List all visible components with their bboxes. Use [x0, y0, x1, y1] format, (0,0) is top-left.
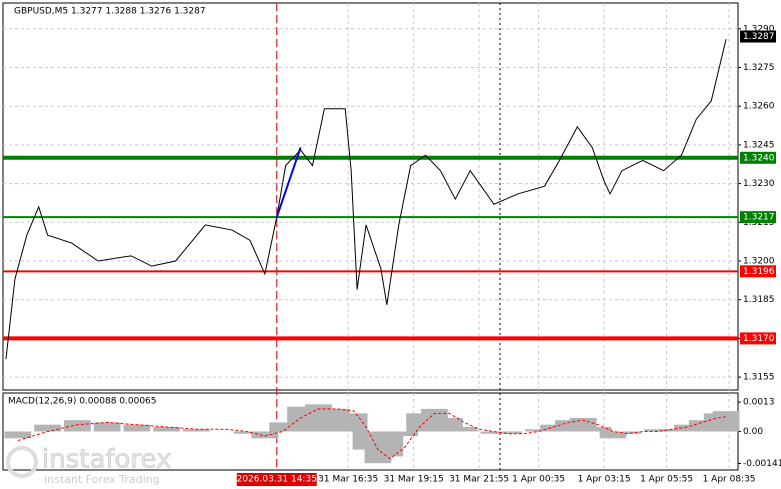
y-tick-label: 1.3260 [743, 102, 775, 112]
macd-bar [480, 431, 508, 434]
trend-line [275, 147, 302, 218]
level-label-box [740, 151, 776, 164]
x-tick-label: 1 Apr 03:15 [578, 475, 631, 485]
macd-title: MACD(12,26,9) 0.00088 0.00065 [8, 397, 157, 407]
macd-bar [34, 424, 62, 432]
x-tick-label: 1 Apr 05:55 [640, 475, 693, 485]
macd-bar [584, 426, 612, 432]
y-tick-label: 1.3155 [743, 373, 775, 383]
level-label-box [740, 265, 776, 278]
macd-bar [251, 431, 279, 439]
x-tick-label: 31 Mar 19:15 [384, 475, 444, 485]
y-tick-label: 0.00 [743, 427, 763, 437]
macd-bar [450, 426, 478, 432]
macd-bar [554, 420, 582, 432]
x-tick-label: 31 Mar 16:35 [318, 475, 378, 485]
level-label: 1.3196 [743, 267, 775, 277]
level-label: 1.3217 [743, 213, 775, 223]
x-tick-label: 1 Apr 00:35 [512, 475, 565, 485]
y-tick-label: 1.3185 [743, 295, 775, 305]
macd-bar [525, 429, 553, 432]
x-tick-label: 31 Mar 21:55 [449, 475, 509, 485]
level-label: 1.3170 [743, 334, 775, 344]
y-tick-label: 1.3245 [743, 140, 775, 150]
y-tick-label: 1.3230 [743, 179, 775, 189]
macd-bar [64, 420, 91, 432]
macd-bar [233, 431, 261, 434]
macd-bar [599, 431, 627, 439]
brand: instaforex [42, 445, 171, 475]
macd-bar [614, 431, 642, 434]
macd-bar [269, 422, 297, 432]
macd-bar [712, 411, 740, 432]
macd-bar [674, 424, 701, 432]
macd-bar [4, 431, 32, 439]
macd-bar [644, 429, 672, 432]
y-tick-label: -0.00141 [743, 459, 781, 469]
logo [6, 446, 38, 478]
level-label-box [740, 332, 776, 345]
macd-bar [183, 429, 210, 432]
price-line [5, 39, 727, 360]
macd-bar [153, 426, 181, 432]
macd-bar [123, 424, 151, 432]
last-price-box [740, 30, 776, 43]
macd-bar [391, 431, 419, 437]
x-tick-label: 1 Apr 08:35 [703, 475, 756, 485]
y-tick-label: 1.3290 [743, 24, 775, 34]
x-tick-highlight [236, 473, 317, 486]
y-tick-label: 0.0013 [743, 398, 775, 408]
macd-bar [495, 431, 523, 434]
macd-bar [340, 413, 368, 432]
y-tick-label: 1.3200 [743, 257, 775, 267]
macd-bar [659, 429, 686, 432]
x-tick-label: 2026.03.31 14:35 [237, 475, 317, 485]
macd-signal [17, 408, 727, 460]
level-label: 1.3240 [743, 153, 775, 163]
macd-bar [540, 424, 567, 432]
macd-bar [688, 420, 716, 432]
macd-bar [93, 422, 121, 432]
last-price-label: 1.3287 [743, 32, 775, 42]
y-tick-label: 1.3275 [743, 63, 775, 73]
main-frame [2, 2, 739, 391]
tagline: Instant Forex Trading [44, 473, 160, 486]
level-label-box [740, 211, 776, 224]
chart-title: GBPUSD,M5 1.3277 1.3288 1.3276 1.3287 [14, 7, 206, 17]
